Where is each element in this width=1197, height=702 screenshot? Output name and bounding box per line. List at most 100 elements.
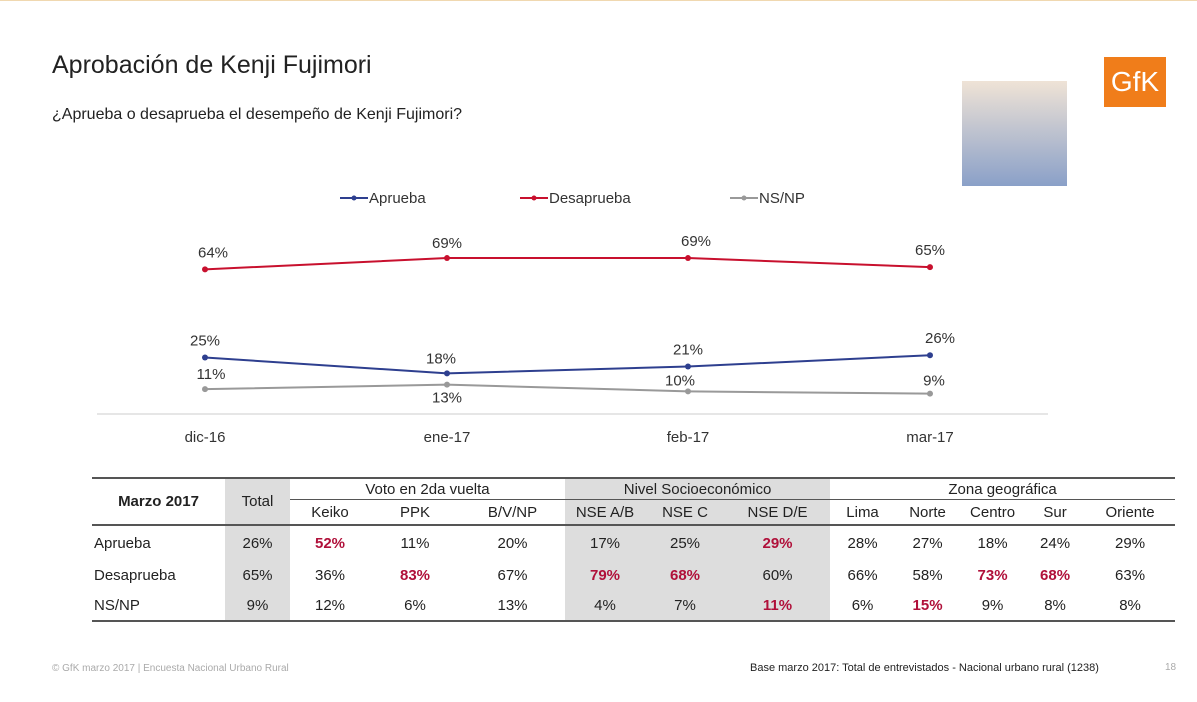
cell: 58% (912, 566, 943, 584)
cell: 11% (725, 590, 831, 622)
group-header: Voto en 2da vuelta (290, 477, 566, 500)
footer-right: Base marzo 2017: Total de entrevistados … (750, 662, 1099, 674)
cell: 63% (1115, 566, 1146, 584)
logo: GfK (1104, 57, 1166, 107)
cell: 13% (460, 590, 566, 622)
point (685, 363, 691, 370)
corner-header: Marzo 2017 (92, 477, 225, 526)
cell: 8% (1025, 590, 1086, 622)
cell: 7% (645, 590, 726, 622)
data-label: 9% (923, 373, 945, 390)
cell: 8% (1085, 590, 1176, 622)
data-label: 18% (426, 350, 456, 367)
data-label: 69% (681, 233, 711, 250)
data-label: 64% (198, 244, 228, 261)
cell: 9% (960, 590, 1026, 622)
point (202, 266, 208, 273)
cell: 79% (565, 560, 646, 590)
column-header: PPK (370, 499, 460, 526)
legend-label: Desaprueba (549, 190, 631, 207)
x-tick-label: feb-17 (667, 429, 710, 446)
cell: 73% (977, 566, 1008, 584)
point (927, 264, 933, 271)
point (444, 370, 450, 377)
legend-marker (741, 195, 747, 201)
row-label: NS/NP (92, 590, 225, 622)
cell: 29% (725, 525, 831, 560)
column-header: Sur (1025, 499, 1086, 526)
cell: 28% (847, 534, 878, 552)
point (927, 390, 933, 397)
column-header: NSE A/B (565, 499, 646, 526)
point (202, 354, 208, 361)
data-label: 13% (432, 390, 462, 407)
column-header: NSE D/E (725, 499, 831, 526)
cell: 12% (290, 590, 370, 622)
row-label: Aprueba (94, 534, 151, 552)
photo (962, 81, 1067, 186)
group-header: Zona geográfica (830, 477, 1176, 500)
footer-left: © GfK marzo 2017 | Encuesta Nacional Urb… (52, 663, 289, 674)
x-tick-label: dic-16 (185, 429, 226, 446)
cell: 68% (1040, 566, 1071, 584)
group-header: Nivel Socioeconómico (565, 477, 831, 500)
table: Marzo 2017 Total Voto en 2da vuelta Nivel S… (92, 477, 1176, 622)
cell: 68% (645, 560, 726, 590)
series-line (204, 257, 931, 271)
cell: 83% (399, 566, 431, 584)
cell: 20% (497, 534, 528, 552)
data-label: 11% (197, 366, 226, 383)
cell: 67% (497, 566, 528, 584)
cell: 66% (847, 566, 878, 584)
cell: 27% (912, 534, 943, 552)
point (202, 386, 208, 393)
legend-marker (351, 195, 357, 201)
cell: 9% (225, 590, 290, 622)
row-label: Desaprueba (94, 566, 176, 584)
cell: 11% (400, 534, 430, 552)
cell: 6% (370, 590, 460, 622)
legend-label: Aprueba (369, 190, 426, 207)
data-label: 69% (432, 235, 462, 252)
cell: 17% (565, 525, 646, 560)
column-header: Keiko (290, 499, 370, 526)
column-header: B/V/NP (460, 499, 566, 526)
cell: 6% (830, 590, 896, 622)
cell: 4% (565, 590, 646, 622)
page-number: 18 (1165, 662, 1177, 673)
point (444, 381, 450, 388)
total-header: Total (225, 477, 290, 526)
legend-marker (531, 195, 537, 201)
cell: 25% (645, 525, 726, 560)
column-header: Norte (895, 499, 961, 526)
point (685, 255, 691, 262)
cell: 65% (225, 560, 290, 590)
data-label: 25% (190, 332, 220, 349)
series-line (204, 354, 931, 375)
point (685, 388, 691, 395)
cell: 24% (1040, 534, 1071, 552)
column-header: Oriente (1085, 499, 1176, 526)
subtitle: ¿Aprueba o desaprueba el desempeño de Ke… (52, 106, 463, 123)
point (927, 352, 933, 359)
data-label: 26% (925, 330, 955, 347)
point (444, 255, 450, 262)
data-label: 65% (915, 242, 945, 259)
title: Aprobación de Kenji Fujimori (52, 51, 372, 79)
chart: dic-16 ene-17 feb-17 mar-17 Aprueba 25% 18% 21%… (97, 190, 1048, 446)
column-header: Centro (960, 499, 1026, 526)
cell: 60% (725, 560, 831, 590)
data-label: 10% (665, 372, 695, 389)
cell: 15% (895, 590, 961, 622)
column-header: NSE C (645, 499, 726, 526)
cell: 29% (1115, 534, 1146, 552)
x-tick-label: mar-17 (906, 429, 954, 446)
series-line (204, 383, 931, 395)
cell: 18% (977, 534, 1008, 552)
cell: 52% (314, 534, 346, 552)
cell: 26% (225, 525, 290, 560)
legend-label: NS/NP (759, 190, 805, 207)
data-label: 21% (673, 342, 703, 359)
column-header: Lima (830, 499, 896, 526)
